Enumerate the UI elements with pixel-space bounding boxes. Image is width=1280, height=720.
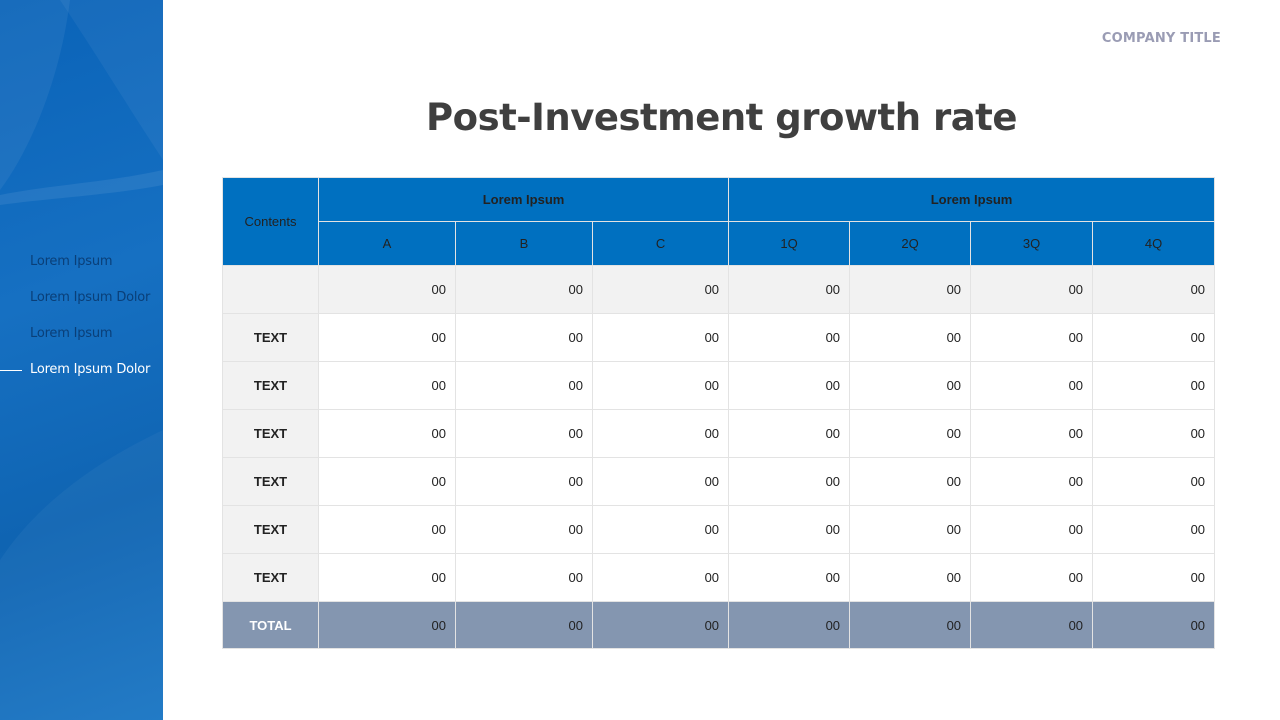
- column-header-b: B: [455, 221, 593, 266]
- total-label: TOTAL: [222, 601, 319, 649]
- table-cell: 00: [849, 457, 972, 506]
- growth-rate-table: Contents Lorem Ipsum Lorem Ipsum A B C 1…: [222, 177, 1216, 649]
- table-row: TEXT 00 00 00 00 00 00 00: [222, 313, 1216, 362]
- table-cell: 00: [970, 409, 1094, 458]
- table-cell: 00: [849, 265, 972, 314]
- table-cell: 00: [455, 409, 593, 458]
- row-label: TEXT: [222, 457, 319, 506]
- table-cell: 00: [318, 313, 456, 362]
- column-header-3q: 3Q: [970, 221, 1094, 266]
- total-row: TOTAL 00 00 00 00 00 00 00: [222, 601, 1216, 649]
- table-body: 00 00 00 00 00 00 00 TEXT 00 00 00 00 00 00 00 TEXT 00 00…: [222, 265, 1216, 649]
- table-cell: 00: [728, 361, 851, 410]
- table-cell: 00: [591, 313, 730, 362]
- total-cell: 00: [455, 601, 593, 649]
- table-cell: 00: [970, 553, 1094, 602]
- total-cell: 00: [728, 601, 851, 649]
- table-cell: 00: [728, 265, 851, 314]
- table-cell: 00: [728, 409, 851, 458]
- row-label: TEXT: [222, 409, 319, 458]
- sidebar-item-lorem-ipsum-1[interactable]: Lorem Ipsum: [0, 252, 163, 288]
- sidebar-nav: Lorem Ipsum Lorem Ipsum Dolor Lorem Ipsu…: [0, 252, 163, 396]
- table-cell: 00: [849, 313, 972, 362]
- table-cell: 00: [318, 361, 456, 410]
- table-cell: 00: [849, 553, 972, 602]
- contents-header: Contents: [222, 177, 319, 266]
- table-cell: 00: [591, 553, 730, 602]
- sidebar-item-label: Lorem Ipsum Dolor: [30, 362, 151, 377]
- table-cell: 00: [455, 505, 593, 554]
- sidebar-item-lorem-ipsum-2[interactable]: Lorem Ipsum: [0, 324, 163, 360]
- table-cell: 00: [1092, 553, 1216, 602]
- total-cell: 00: [849, 601, 972, 649]
- table-cell: 00: [970, 313, 1094, 362]
- group-header-1: Lorem Ipsum: [317, 177, 730, 222]
- row-label: TEXT: [222, 505, 319, 554]
- column-header-a: A: [318, 221, 456, 266]
- table-cell: 00: [1092, 505, 1216, 554]
- sidebar: Lorem Ipsum Lorem Ipsum Dolor Lorem Ipsu…: [0, 0, 163, 720]
- table-cell: 00: [591, 457, 730, 506]
- table-cell: 00: [318, 409, 456, 458]
- column-header-4q: 4Q: [1092, 221, 1216, 266]
- total-cell: 00: [970, 601, 1094, 649]
- sidebar-item-lorem-ipsum-dolor-2[interactable]: Lorem Ipsum Dolor: [0, 360, 163, 396]
- table-cell: 00: [591, 361, 730, 410]
- column-header-1q: 1Q: [728, 221, 851, 266]
- table-cell: 00: [728, 553, 851, 602]
- active-indicator: [0, 370, 22, 371]
- group-header-2: Lorem Ipsum: [728, 177, 1216, 222]
- row-label: [222, 265, 319, 314]
- total-cell: 00: [318, 601, 456, 649]
- table-cell: 00: [1092, 361, 1216, 410]
- table-cell: 00: [455, 265, 593, 314]
- table-cell: 00: [591, 409, 730, 458]
- table-cell: 00: [1092, 313, 1216, 362]
- total-cell: 00: [1092, 601, 1216, 649]
- sidebar-item-lorem-ipsum-dolor-1[interactable]: Lorem Ipsum Dolor: [0, 288, 163, 324]
- page-title: Post-Investment growth rate: [426, 96, 1017, 139]
- table-cell: 00: [1092, 457, 1216, 506]
- table-row: TEXT 00 00 00 00 00 00 00: [222, 505, 1216, 554]
- table-row: TEXT 00 00 00 00 00 00 00: [222, 553, 1216, 602]
- table-cell: 00: [318, 457, 456, 506]
- table-row: TEXT 00 00 00 00 00 00 00: [222, 457, 1216, 506]
- table-cell: 00: [318, 553, 456, 602]
- table-cell: 00: [1092, 409, 1216, 458]
- column-header-2q: 2Q: [849, 221, 972, 266]
- sidebar-item-label: Lorem Ipsum Dolor: [30, 290, 151, 305]
- table-cell: 00: [455, 361, 593, 410]
- table-cell: 00: [970, 361, 1094, 410]
- table-cell: 00: [728, 313, 851, 362]
- table-cell: 00: [970, 265, 1094, 314]
- column-header-c: C: [591, 221, 730, 266]
- table-cell: 00: [849, 409, 972, 458]
- table-cell: 00: [849, 505, 972, 554]
- sidebar-decoration: [0, 0, 163, 720]
- sidebar-item-label: Lorem Ipsum: [30, 254, 113, 269]
- table-row: TEXT 00 00 00 00 00 00 00: [222, 409, 1216, 458]
- table-cell: 00: [1092, 265, 1216, 314]
- table-cell: 00: [728, 505, 851, 554]
- table-cell: 00: [591, 265, 730, 314]
- table-cell: 00: [728, 457, 851, 506]
- table-cell: 00: [970, 457, 1094, 506]
- table-cell: 00: [849, 361, 972, 410]
- company-title: COMPANY TITLE: [1101, 31, 1221, 46]
- table-row: TEXT 00 00 00 00 00 00 00: [222, 361, 1216, 410]
- table-row: 00 00 00 00 00 00 00: [222, 265, 1216, 314]
- table-cell: 00: [970, 505, 1094, 554]
- row-label: TEXT: [222, 553, 319, 602]
- table-cell: 00: [318, 505, 456, 554]
- table-cell: 00: [455, 313, 593, 362]
- total-cell: 00: [591, 601, 730, 649]
- table-cell: 00: [455, 457, 593, 506]
- table-cell: 00: [455, 553, 593, 602]
- sidebar-item-label: Lorem Ipsum: [30, 326, 113, 341]
- row-label: TEXT: [222, 313, 319, 362]
- table-cell: 00: [591, 505, 730, 554]
- table-cell: 00: [318, 265, 456, 314]
- row-label: TEXT: [222, 361, 319, 410]
